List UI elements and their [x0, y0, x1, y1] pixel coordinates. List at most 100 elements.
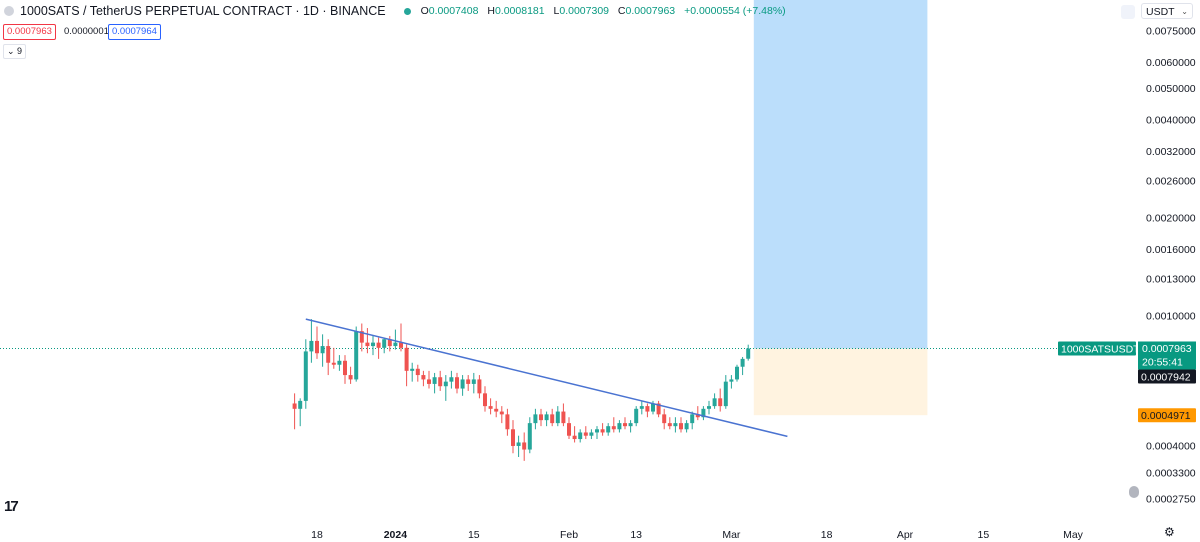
candle-body [365, 342, 370, 347]
candle-body [494, 408, 499, 412]
high-label: H [487, 5, 495, 17]
countdown-value: 20:55:41 [1142, 356, 1183, 368]
candle-body [292, 403, 297, 409]
candle-body [539, 414, 543, 421]
symbol-price-tag-bg [1058, 341, 1136, 356]
candle-body [376, 342, 381, 348]
y-tick-label: 0.0016000 [1146, 244, 1196, 256]
layout-icon[interactable] [1121, 5, 1135, 19]
candle-body [617, 423, 622, 430]
price-axis[interactable]: 0.0075000 0.0060000 0.0050000 0.0040000 0.00… [1146, 26, 1196, 506]
candle-body [712, 398, 717, 407]
candle-body [483, 393, 487, 407]
currency-selector[interactable]: USDT ⌄ [1141, 3, 1193, 19]
spread-value: 0.0000001 [64, 26, 109, 37]
candle-body [410, 368, 415, 371]
trendline[interactable] [305, 318, 788, 438]
stop-zone[interactable] [753, 348, 928, 416]
candle-body [740, 358, 745, 367]
candle-body [427, 379, 431, 384]
x-tick-label: 15 [468, 529, 480, 541]
candle-body [404, 347, 409, 371]
symbol-title[interactable]: 1000SATS / TetherUS PERPETUAL CONTRACT ·… [20, 4, 386, 18]
last-price-value: 0.0007963 [1142, 343, 1192, 355]
candle-body [488, 406, 493, 409]
symbol-icon [4, 6, 14, 16]
sell-price-button[interactable]: 0.0007963 [3, 24, 56, 40]
prev-price-tag: 0.0007942 [1141, 371, 1191, 383]
candle-body [555, 411, 560, 424]
settings-icon[interactable]: ⚙ [1164, 525, 1175, 539]
candle-body [320, 346, 325, 354]
candle-body [516, 442, 521, 446]
stop-price-tag-bg [1138, 408, 1196, 423]
candle-body [595, 429, 599, 433]
indicator-count: 9 [17, 46, 23, 56]
prev-price-tag-bg [1138, 369, 1196, 384]
scroll-handle[interactable] [1129, 486, 1139, 498]
currency-label: USDT [1146, 6, 1175, 18]
candle-body [421, 375, 426, 380]
candle-body [561, 411, 566, 424]
x-tick-label: 2024 [384, 529, 408, 541]
candle-body [460, 379, 465, 389]
x-tick-label: 13 [630, 529, 642, 541]
candle-body [505, 414, 510, 430]
candle-body [695, 414, 700, 418]
tradingview-logo-icon[interactable]: 17 [4, 498, 19, 515]
low-value: 0.0007309 [559, 5, 609, 17]
ohlc-values: O0.0007408 H0.0008181 L0.0007309 C0.0007… [421, 5, 786, 17]
candle-body [673, 423, 678, 427]
candle-body [326, 346, 331, 363]
candle-body [684, 423, 689, 430]
candle-body [667, 423, 672, 427]
candle-body [415, 368, 420, 376]
candle-body [578, 432, 583, 440]
target-zone[interactable] [753, 0, 928, 349]
y-tick-label: 0.0003300 [1146, 468, 1196, 480]
last-price-bg [1138, 341, 1196, 370]
symbol-price-tag: 1000SATSUSDT.P [1061, 343, 1148, 355]
market-status-icon [403, 7, 411, 15]
candle-body [639, 406, 644, 409]
candle-body [634, 408, 639, 424]
candle-body [343, 360, 347, 376]
time-axis[interactable]: 18 2024 15 Feb 13 Mar 18 Apr 15 May [311, 529, 1084, 541]
candle-body [746, 348, 751, 359]
x-tick-label: May [1063, 529, 1084, 541]
candle-body [348, 375, 353, 380]
candle-body [527, 423, 532, 450]
open-value: 0.0007408 [428, 5, 479, 17]
close-label: C [617, 5, 626, 17]
y-tick-label: 0.0050000 [1146, 83, 1196, 95]
candle-body [382, 339, 387, 348]
y-tick-label: 0.0040000 [1146, 114, 1196, 126]
x-tick-label: Apr [897, 529, 914, 541]
indicators-toggle[interactable]: ⌄ 9 [3, 44, 27, 59]
candle-body [533, 414, 538, 424]
x-tick-label: Feb [560, 529, 578, 541]
candle-body [522, 442, 527, 450]
x-tick-label: 15 [978, 529, 990, 541]
buy-price-button[interactable]: 0.0007964 [108, 24, 161, 40]
candle-body [309, 340, 314, 352]
candle-body [701, 408, 706, 418]
candle-body [466, 379, 471, 384]
y-tick-label: 0.0060000 [1146, 57, 1196, 69]
y-tick-label: 0.0002750 [1146, 494, 1196, 506]
y-tick-label: 0.0032000 [1146, 146, 1196, 158]
chevron-down-icon: ⌄ [7, 46, 18, 56]
candle-body [337, 360, 342, 365]
candle-body [331, 362, 336, 365]
x-tick-label: Mar [722, 529, 741, 541]
y-tick-label: 0.0026000 [1146, 175, 1196, 187]
candle-body [359, 331, 364, 343]
low-label: L [553, 5, 560, 17]
candle-body [611, 426, 616, 430]
high-value: 0.0008181 [494, 5, 545, 17]
candle-body [723, 381, 728, 407]
candle-body [645, 406, 650, 412]
candle-body [606, 426, 611, 433]
candle-body [718, 398, 723, 407]
